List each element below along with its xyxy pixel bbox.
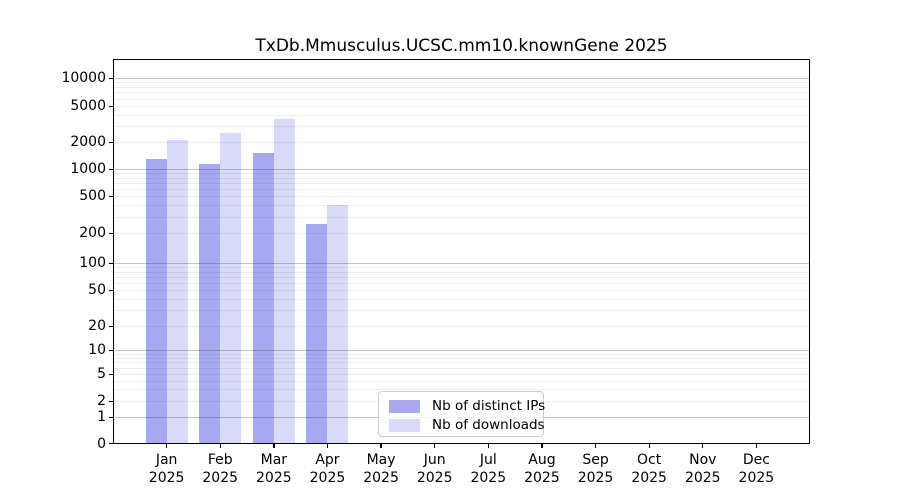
y-tick-mark (109, 416, 113, 418)
legend-label-downloads: Nb of downloads (432, 417, 545, 433)
x-tick-mark (594, 444, 597, 448)
y-tick-label-5: 5 (97, 366, 106, 382)
y-tick-mark (109, 349, 113, 351)
x-tick-label-feb: Feb 2025 (202, 452, 239, 486)
legend-row-distinct-ips: Nb of distinct IPs (389, 397, 545, 416)
y-tick-mark (109, 400, 113, 402)
x-tick-mark (648, 444, 650, 448)
y-tick-label-5000: 5000 (70, 98, 106, 114)
legend-label-distinct-ips: Nb of distinct IPs (432, 398, 546, 414)
y-tick-mark (109, 443, 113, 445)
legend-swatch-downloads (389, 419, 420, 432)
x-tick-label-nov: Nov 2025 (684, 452, 721, 486)
plot-area (113, 59, 810, 444)
y-tick-mark (109, 325, 113, 327)
x-tick-label-sep: Sep 2025 (577, 452, 614, 486)
y-tick-mark (109, 373, 113, 375)
y-tick-label-0: 0 (97, 435, 106, 452)
chart-title: TxDb.Mmusculus.UCSC.mm10.knownGene 2025 (255, 36, 668, 56)
x-tick-label-mar: Mar 2025 (256, 452, 292, 486)
y-tick-label-10: 10 (88, 342, 106, 358)
y-tick-label-10000: 10000 (61, 70, 106, 86)
y-tick-label-50: 50 (88, 282, 106, 298)
x-tick-label-may: May 2025 (363, 452, 399, 486)
x-tick-label-oct: Oct 2025 (631, 452, 667, 486)
x-tick-label-apr: Apr 2025 (309, 452, 346, 486)
y-tick-mark (109, 168, 113, 170)
y-tick-label-2000: 2000 (70, 134, 106, 150)
x-tick-mark (166, 444, 168, 448)
y-tick-mark (109, 262, 113, 264)
x-tick-mark (541, 444, 543, 448)
x-tick-mark (755, 444, 758, 448)
x-tick-mark (219, 444, 221, 448)
y-tick-mark (109, 195, 113, 197)
legend-row-downloads: Nb of downloads (389, 416, 545, 435)
x-tick-mark (702, 444, 704, 448)
x-tick-label-dec: Dec 2025 (738, 452, 775, 486)
y-tick-mark (109, 105, 113, 107)
x-tick-mark (326, 444, 329, 448)
y-tick-label-20: 20 (88, 318, 106, 334)
x-tick-label-jan: Jan 2025 (148, 452, 185, 486)
x-tick-mark (434, 444, 436, 448)
y-tick-mark (109, 141, 113, 143)
y-tick-mark (109, 232, 113, 234)
x-tick-label-jul: Jul 2025 (470, 452, 507, 486)
y-tick-mark (109, 77, 113, 79)
legend: Nb of distinct IPs Nb of downloads (378, 391, 545, 437)
y-tick-label-100: 100 (79, 255, 106, 271)
y-tick-label-2: 2 (97, 393, 106, 409)
y-tick-mark (109, 289, 113, 291)
x-tick-mark (380, 444, 382, 448)
y-tick-label-200: 200 (79, 225, 106, 241)
x-tick-mark (487, 444, 489, 448)
y-tick-label-500: 500 (79, 188, 106, 204)
x-tick-label-aug: Aug 2025 (524, 452, 560, 486)
x-tick-label-jun: Jun 2025 (416, 452, 453, 486)
legend-swatch-distinct-ips (389, 400, 420, 413)
x-tick-mark (273, 444, 275, 448)
y-tick-label-1000: 1000 (70, 161, 106, 177)
y-tick-label-1: 1 (97, 409, 106, 425)
